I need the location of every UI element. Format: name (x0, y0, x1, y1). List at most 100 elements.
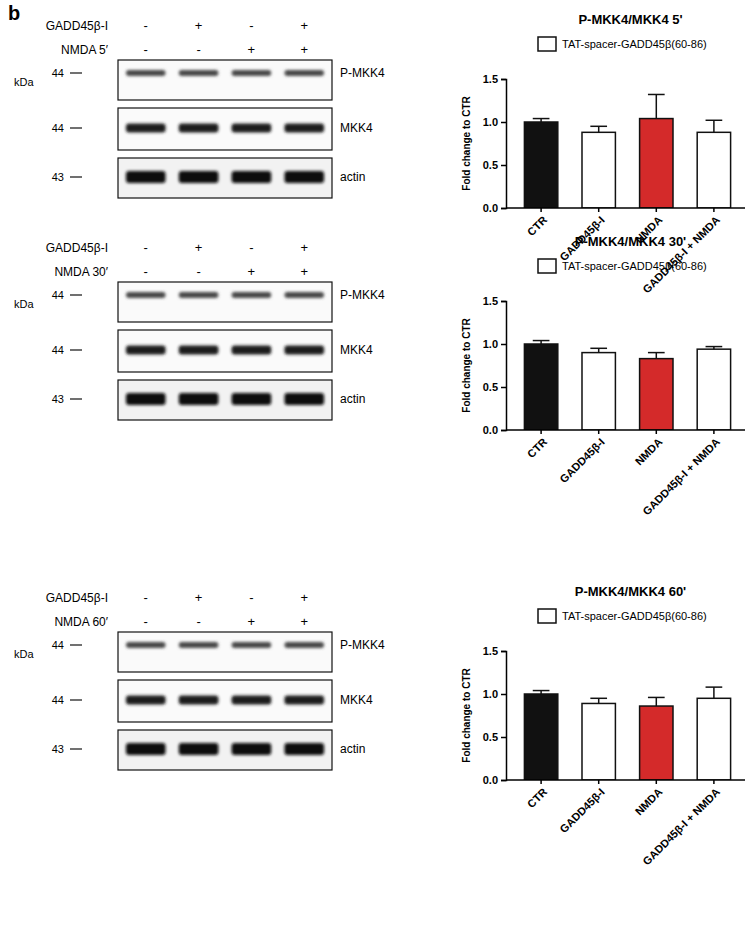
treatment-sign: + (300, 18, 308, 33)
band (126, 743, 166, 755)
band (232, 124, 272, 133)
y-tick: 1.0 (483, 688, 506, 700)
band-label: actin (340, 392, 365, 406)
tick-label: 1.5 (483, 73, 498, 85)
error-bar-cap (533, 340, 550, 342)
tick-mark (540, 208, 542, 212)
error-bar-cap (533, 690, 550, 692)
band (284, 642, 324, 648)
band (126, 292, 166, 298)
x-tick: CTR (525, 430, 550, 460)
axis-line (501, 80, 507, 209)
band (284, 393, 324, 405)
band (126, 124, 166, 133)
error-bar-stem (656, 94, 658, 118)
tick-mark (598, 780, 600, 784)
band (126, 642, 166, 648)
band (126, 393, 166, 405)
error-bar (533, 341, 550, 344)
error-bar-stem (713, 120, 715, 132)
band (179, 70, 219, 76)
treatment-sign: + (248, 614, 256, 629)
band-label: MKK4 (340, 693, 373, 707)
kda-tick (70, 349, 82, 350)
tick-mark (501, 780, 506, 782)
treatment-label: NMDA 5′ (61, 43, 109, 57)
error-bar (590, 698, 607, 703)
tick-label: CTR (525, 436, 550, 461)
tick-label: 0.5 (483, 381, 498, 393)
tick-label: 0.5 (483, 731, 498, 743)
error-bar (533, 691, 550, 694)
bar (697, 349, 730, 430)
chart-title: P-MKK4/MKK4 60' (575, 584, 686, 599)
kda-label: kDa (14, 648, 34, 660)
band (284, 696, 324, 705)
tick-mark (501, 165, 506, 167)
plot-area (524, 341, 730, 430)
legend-label: TAT-spacer-GADD45β(60-86) (562, 610, 707, 622)
blot-frame (118, 60, 332, 100)
band (284, 124, 324, 133)
kda-tick (70, 748, 82, 749)
tick-label: 1.0 (483, 688, 498, 700)
error-bar-cap (706, 686, 723, 688)
y-tick: 0.0 (483, 202, 506, 214)
band (284, 171, 324, 183)
y-axis-title: Fold change to CTR (461, 668, 472, 763)
y-axis: 0.00.51.01.5 (483, 73, 507, 214)
treatment-sign: - (144, 240, 148, 255)
band-label: MKK4 (340, 343, 373, 357)
treatment-sign: + (300, 42, 308, 57)
x-axis: CTRGADD45β-INMDAGADD45β-I + NMDA (506, 780, 745, 867)
band (126, 696, 166, 705)
tick-mark (656, 208, 658, 212)
error-bar-stem (598, 126, 600, 132)
tick-mark (598, 430, 600, 434)
band (179, 124, 219, 133)
panel-label: b (8, 2, 20, 24)
error-bar-cap (590, 126, 607, 128)
y-tick: 1.5 (483, 645, 506, 657)
treatment-sign: + (300, 614, 308, 629)
treatment-sign: - (144, 18, 148, 33)
tick-mark (501, 694, 506, 696)
treatment-sign: - (249, 590, 253, 605)
x-tick: GADD45β-I + NMDA (640, 208, 722, 295)
tick-mark (501, 301, 506, 303)
band-label: actin (340, 170, 365, 184)
blot-frame (118, 680, 332, 722)
kda-value: 43 (52, 171, 64, 183)
plot-area (524, 94, 730, 208)
band-label: P-MKK4 (340, 288, 385, 302)
error-bar (706, 687, 723, 698)
band (179, 642, 219, 648)
y-tick: 0.5 (483, 381, 506, 393)
band (126, 70, 166, 76)
legend-swatch (538, 37, 556, 51)
blot-frame (118, 632, 332, 672)
bar-chart: P-MKK4/MKK4 5'0.00.51.01.5CTRGADD45β-INM… (461, 12, 745, 295)
band (179, 292, 219, 298)
band (179, 696, 219, 705)
error-bar (648, 94, 665, 118)
tick-label: GADD45β-I (557, 436, 607, 486)
tick-mark (713, 430, 715, 434)
error-bar-cap (590, 698, 607, 700)
error-bar (706, 347, 723, 350)
blot-frame (118, 330, 332, 372)
y-axis-title: Fold change to CTR (461, 318, 472, 413)
error-bar (533, 119, 550, 122)
axis-line (501, 302, 507, 431)
kda-value: 44 (52, 289, 64, 301)
kda-tick (70, 127, 82, 128)
error-bar-stem (598, 698, 600, 703)
band (179, 743, 219, 755)
treatment-sign: - (144, 264, 148, 279)
x-tick: GADD45β-I (557, 430, 607, 485)
bar (697, 698, 730, 780)
band (232, 346, 272, 355)
kda-tick (70, 72, 82, 73)
y-tick: 0.0 (483, 424, 506, 436)
treatment-sign: - (196, 614, 200, 629)
